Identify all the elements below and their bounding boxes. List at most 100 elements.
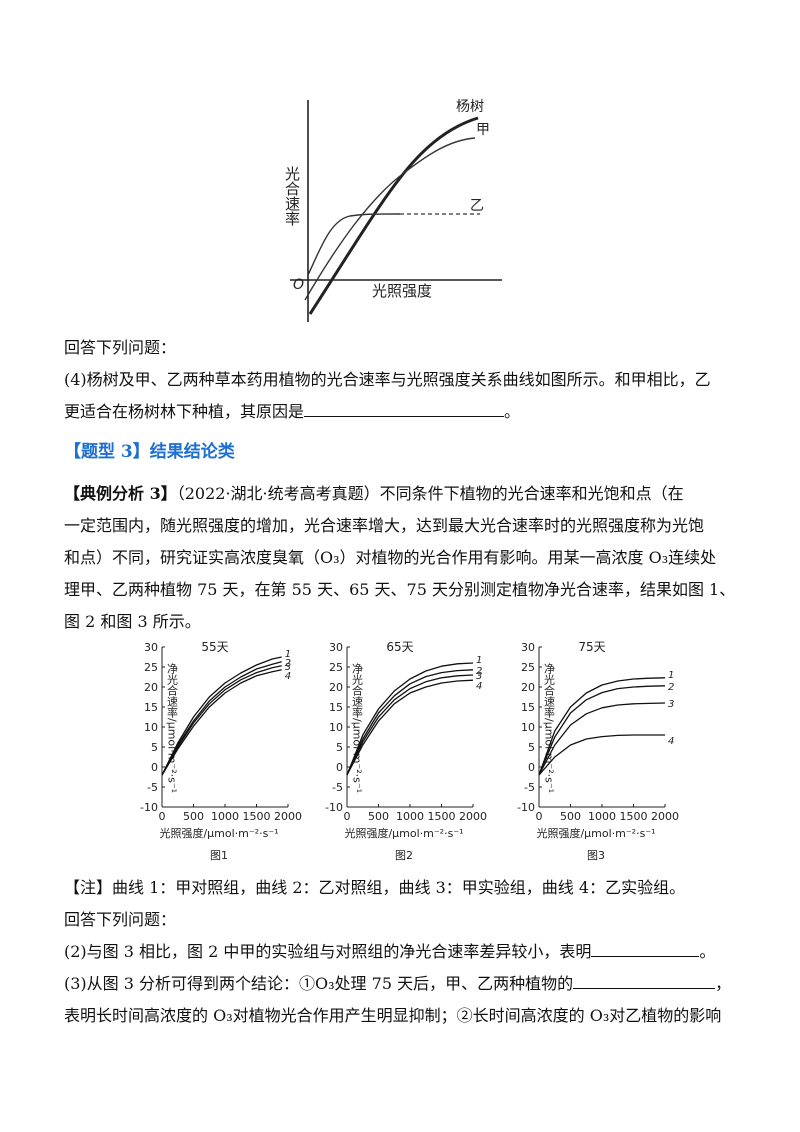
question-4: (4)杨树及甲、乙两种草本药用植物的光合速率与光照强度关系曲线如图所示。和甲相比… (64, 364, 736, 428)
y-tick-label: 20 (521, 681, 535, 694)
series-label-3: 3 (476, 671, 482, 682)
question-3-line1: (3)从图 3 分析可得到两个结论：①O₃处理 75 天后，甲、乙两种植物的 ， (64, 968, 736, 1000)
y-axis-label: 净光合速率/μmol·m⁻²·s⁻¹ (166, 662, 179, 793)
case-line-3: 和点）不同，研究证实高浓度臭氧（O₃）对植物的光合作用有影响。用某一高浓度 O₃… (64, 548, 717, 567)
y-tick-label: 20 (144, 681, 158, 694)
x-tick-label: 1000 (211, 810, 239, 823)
x-tick-label: 1500 (428, 810, 456, 823)
series-label-4: 4 (285, 671, 291, 682)
question-intro-1: 回答下列问题： (64, 332, 736, 364)
chart-title: 55天 (201, 640, 228, 654)
top-label-jia: 甲 (476, 122, 490, 138)
y-tick-label: 30 (329, 641, 343, 654)
series-line-3 (346, 674, 474, 776)
series-line-4 (538, 734, 665, 776)
y-tick-label: 5 (151, 741, 158, 754)
y-tick-label: 15 (329, 701, 343, 714)
x-tick-label: 1000 (588, 810, 616, 823)
x-tick-label: 1500 (243, 810, 271, 823)
case-label: 【典例分析 3】 (64, 484, 177, 503)
y-tick-label: 20 (329, 681, 343, 694)
question-3: (3)从图 3 分析可得到两个结论：①O₃处理 75 天后，甲、乙两种植物的， … (64, 968, 736, 1032)
chart-2: -10 -5 0 5 10 15 20 25 30 0 500 1000 1500 2000 65天光照强度… (325, 640, 487, 862)
answer-blank-q2[interactable] (591, 938, 700, 957)
series-label-1: 1 (476, 655, 482, 666)
top-curve-jia (304, 137, 476, 301)
y-axis-label: 净光合速率/μmol·m⁻²·s⁻¹ (351, 662, 364, 793)
x-axis-label: 光照强度/μmol·m⁻²·s⁻¹ (344, 826, 463, 840)
question-4-line2: 更适合在杨树林下种植，其原因是 。 (64, 396, 736, 428)
series-label-1: 1 (285, 649, 291, 660)
series-label-4: 4 (668, 736, 674, 747)
y-tick-label: 0 (528, 761, 535, 774)
x-tick-label: 2000 (459, 810, 487, 823)
x-tick-label: 500 (368, 810, 389, 823)
y-tick-label: 25 (144, 661, 158, 674)
x-tick-label: 500 (560, 810, 581, 823)
top-curve-yangshu (308, 116, 479, 315)
case-line-4: 理甲、乙两种植物 75 天，在第 55 天、65 天、75 天分别测定植物净光合… (64, 580, 736, 599)
case-analysis: 【典例分析 3】（2022·湖北·统考高考真题）不同条件下植物的光合速率和光饱和… (64, 478, 736, 638)
question-intro-1-text: 回答下列问题： (64, 338, 177, 357)
chart-caption: 图3 (587, 849, 605, 862)
chart-3: -10 -5 0 5 10 15 20 25 30 0 500 1000 1500 2000 75天光照强度… (517, 640, 679, 862)
y-tick-label: 10 (329, 721, 343, 734)
y-tick-label: 25 (329, 661, 343, 674)
y-tick-label: 5 (528, 741, 535, 754)
chart-title: 75天 (578, 640, 605, 654)
x-tick-label: 1500 (620, 810, 648, 823)
y-tick-label: -5 (147, 781, 158, 794)
question-intro-2: 回答下列问题： (64, 910, 177, 929)
y-axis-label: 净光合速率/μmol·m⁻²·s⁻¹ (543, 662, 556, 793)
top-figure: 光合速率 光照强度 O 杨树 甲 乙 (283, 99, 502, 322)
x-tick-label: 2000 (651, 810, 679, 823)
question-3-line1-end: ， (715, 974, 732, 993)
chart-caption: 图1 (210, 849, 228, 862)
question-4-line1: (4)杨树及甲、乙两种草本药用植物的光合速率与光照强度关系曲线如图所示。和甲相比… (64, 370, 711, 389)
series-line-1 (538, 677, 666, 776)
question-2-end: 。 (699, 942, 716, 961)
series-line-2 (346, 669, 474, 776)
series-line-4 (346, 679, 474, 776)
top-label-yi: 乙 (470, 198, 484, 214)
x-tick-label: 0 (344, 810, 351, 823)
y-tick-label: -5 (332, 781, 343, 794)
series-line-2 (161, 661, 282, 776)
top-label-yangshu: 杨树 (456, 99, 484, 115)
section-heading: 【题型 3】结果结论类 (64, 442, 235, 462)
x-tick-label: 1000 (396, 810, 424, 823)
top-x-label: 光照强度 (372, 282, 432, 300)
y-tick-label: -10 (517, 801, 535, 814)
y-tick-label: 25 (521, 661, 535, 674)
series-line-1 (161, 656, 282, 776)
y-tick-label: -5 (524, 781, 535, 794)
chart-1: -10 -5 0 5 10 15 20 25 30 0 500 1000 1500 2000 55天光照强度… (140, 640, 302, 862)
x-tick-label: 0 (536, 810, 543, 823)
case-line-2: 一定范围内，随光照强度的增加，光合速率增大，达到最大光合速率时的光照强度称为光饱 (64, 516, 705, 535)
chart-caption: 图2 (395, 849, 413, 862)
answer-blank-q3[interactable] (573, 970, 716, 989)
y-tick-label: 5 (336, 741, 343, 754)
x-axis-label: 光照强度/μmol·m⁻²·s⁻¹ (159, 826, 278, 840)
x-tick-label: 500 (183, 810, 204, 823)
question-2: (2)与图 3 相比，图 2 中甲的实验组与对照组的净光合速率差异较小，表明 。 (64, 936, 736, 968)
question-3-line1-text: (3)从图 3 分析可得到两个结论：①O₃处理 75 天后，甲、乙两种植物的 (64, 974, 574, 993)
series-line-3 (161, 665, 282, 776)
series-label-3: 3 (285, 662, 291, 673)
y-tick-label: 30 (144, 641, 158, 654)
series-label-1: 1 (668, 670, 674, 681)
series-label-4: 4 (476, 681, 482, 692)
answer-blank-q4[interactable] (304, 398, 505, 417)
series-label-2: 2 (476, 666, 482, 677)
series-label-2: 2 (285, 658, 291, 669)
top-curve-yi (307, 213, 401, 276)
top-origin-label: O (293, 277, 304, 293)
y-tick-label: -10 (325, 801, 343, 814)
question-3-line2: 表明长时间高浓度的 O₃对植物光合作用产生明显抑制；②长时间高浓度的 O₃对乙植… (64, 1006, 722, 1025)
chart-title: 65天 (386, 640, 413, 654)
x-axis-label: 光照强度/μmol·m⁻²·s⁻¹ (536, 826, 655, 840)
note: 【注】曲线 1：甲对照组，曲线 2：乙对照组，曲线 3：甲实验组，曲线 4：乙实… (64, 878, 686, 897)
y-tick-label: 10 (521, 721, 535, 734)
case-line-1-text: （2022·湖北·统考高考真题）不同条件下植物的光合速率和光饱和点（在 (176, 484, 684, 503)
y-tick-label: 0 (151, 761, 158, 774)
